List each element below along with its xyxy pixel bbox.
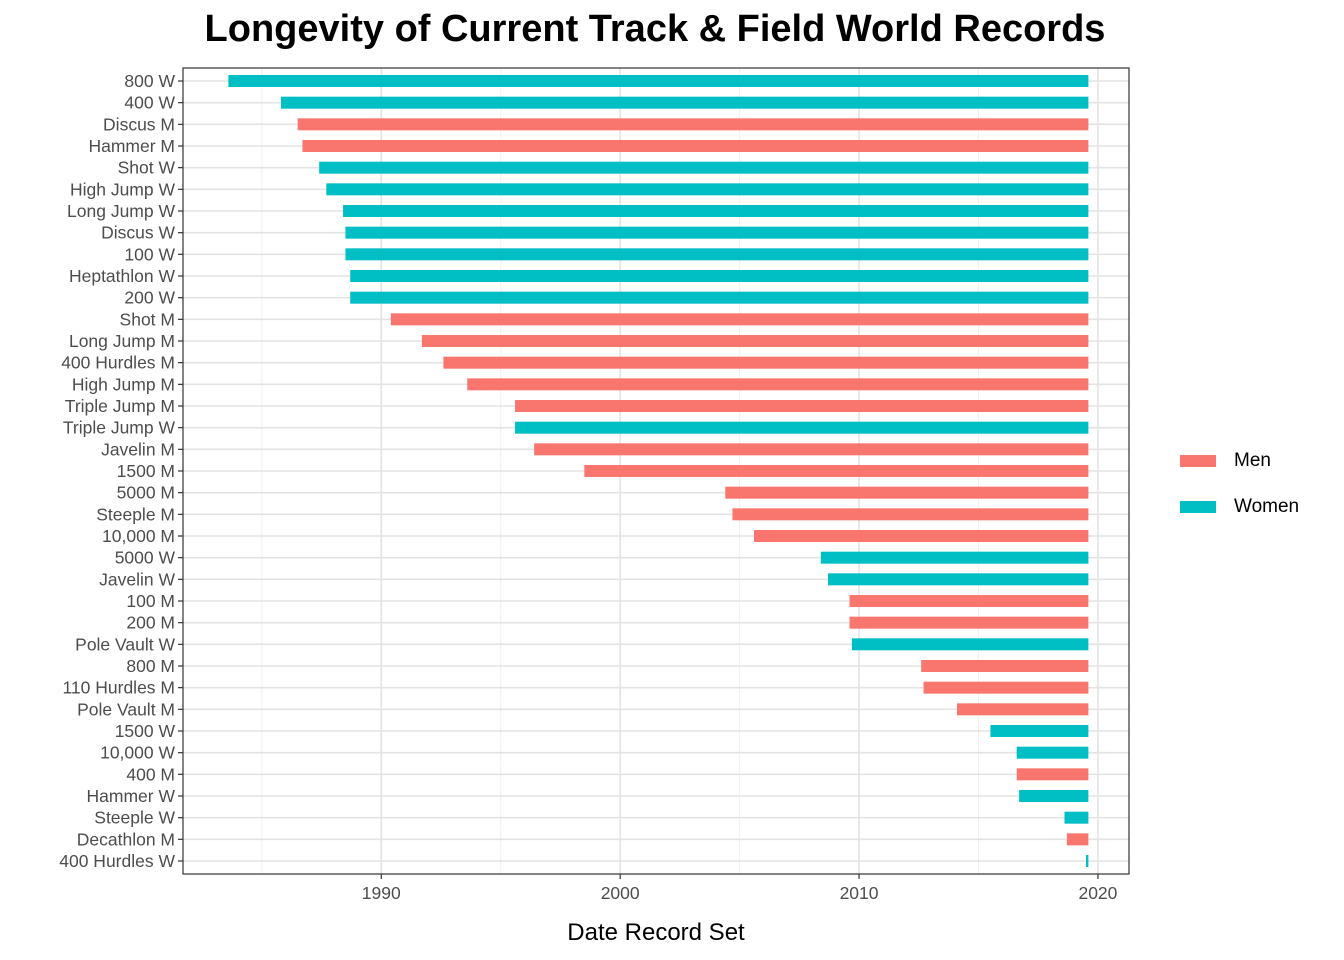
bar-decathlon-m — [1066, 833, 1089, 846]
bar-pole-vault-m — [957, 703, 1089, 716]
y-tick-label: Hammer W — [87, 786, 176, 806]
y-tick-label: 800 W — [124, 71, 175, 91]
bar-long-jump-w — [343, 205, 1089, 217]
bar-200-w — [350, 291, 1089, 304]
bar-steeple-m — [732, 508, 1089, 521]
y-tick-label: Shot M — [120, 309, 175, 329]
bar-110-hurdles-m — [923, 681, 1089, 694]
bar-high-jump-m — [467, 378, 1089, 391]
bar-400-hurdles-w — [1086, 855, 1089, 867]
x-axis-title: Date Record Set — [567, 919, 745, 946]
y-tick-label: 110 Hurdles M — [62, 678, 175, 698]
y-tick-label: 400 Hurdles W — [59, 851, 175, 871]
bar-discus-w — [345, 226, 1089, 239]
bar-hammer-m — [302, 140, 1089, 152]
legend: Men Women — [1180, 438, 1340, 530]
y-tick-label: Steeple W — [94, 808, 175, 828]
bar-200-m — [849, 616, 1089, 629]
y-tick-label: Javelin M — [101, 439, 175, 459]
bar-discus-m — [297, 118, 1089, 131]
y-tick-label: 100 W — [124, 244, 175, 264]
bar-hammer-w — [1019, 790, 1089, 802]
y-tick-label: Triple Jump W — [63, 418, 176, 438]
bar-shot-m — [390, 313, 1089, 326]
y-tick-label: 10,000 M — [102, 526, 175, 546]
bar-1500-m — [584, 465, 1089, 477]
y-tick-label: Long Jump M — [69, 331, 175, 351]
y-tick-label: Long Jump W — [67, 201, 175, 221]
y-tick-label: Hammer M — [88, 136, 175, 156]
y-tick-label: 1500 W — [115, 721, 176, 741]
bar-100-m — [849, 595, 1089, 607]
bar-800-m — [921, 660, 1089, 672]
y-tick-label: Discus M — [103, 114, 175, 134]
x-tick-label: 2010 — [840, 883, 879, 903]
x-tick-label: 2020 — [1078, 883, 1117, 903]
x-axis: 1990 2000 2010 2020 — [362, 874, 1118, 903]
y-tick-label: Triple Jump M — [65, 396, 175, 416]
legend-key-women — [1180, 501, 1216, 513]
legend-label-women: Women — [1234, 496, 1300, 517]
y-tick-label: 200 W — [124, 288, 175, 308]
bar-pole-vault-w — [851, 638, 1089, 651]
x-tick-label: 1990 — [362, 883, 401, 903]
bar-long-jump-m — [421, 335, 1089, 347]
bar-javelin-w — [828, 573, 1089, 586]
bar-high-jump-w — [326, 183, 1089, 196]
legend-label-men: Men — [1234, 450, 1271, 471]
y-tick-label: 400 M — [126, 764, 175, 784]
x-tick-label: 2000 — [601, 883, 640, 903]
y-tick-label: High Jump W — [70, 179, 176, 199]
bar-100-w — [345, 248, 1089, 261]
y-tick-label: Steeple M — [96, 504, 175, 524]
bar-shot-w — [319, 161, 1089, 174]
y-tick-label: Javelin W — [99, 569, 175, 589]
y-tick-label: 800 M — [126, 656, 175, 676]
bar-10-000-m — [753, 530, 1089, 542]
y-tick-label: 200 M — [126, 613, 175, 633]
bar-javelin-m — [534, 443, 1089, 456]
bar-5000-w — [820, 551, 1089, 564]
y-tick-label: Heptathlon W — [69, 266, 176, 286]
y-tick-label: Shot W — [118, 158, 176, 178]
y-tick-label: 400 W — [124, 93, 175, 113]
bar-triple-jump-m — [515, 400, 1089, 412]
legend-item-women: Women — [1180, 484, 1340, 530]
y-tick-label: 10,000 W — [100, 743, 175, 763]
bar-heptathlon-w — [350, 270, 1089, 282]
bars — [228, 75, 1089, 867]
y-tick-label: 400 Hurdles M — [61, 353, 175, 373]
legend-item-men: Men — [1180, 438, 1340, 484]
y-tick-label: Pole Vault M — [77, 699, 175, 719]
y-tick-label: Decathlon M — [77, 829, 175, 849]
bar-triple-jump-w — [515, 421, 1089, 434]
bar-10-000-w — [1016, 746, 1089, 759]
y-tick-label: 5000 W — [115, 548, 176, 568]
bar-400-w — [280, 96, 1089, 109]
legend-key-men — [1180, 455, 1216, 467]
y-tick-label: 5000 M — [117, 483, 175, 503]
y-tick-label: 100 M — [126, 591, 175, 611]
y-tick-label: Pole Vault W — [75, 634, 175, 654]
bar-400-m — [1016, 768, 1089, 781]
bar-800-w — [228, 75, 1089, 87]
bar-steeple-w — [1064, 811, 1089, 824]
bar-400-hurdles-m — [443, 356, 1089, 369]
y-tick-label: High Jump M — [72, 374, 175, 394]
y-tick-label: 1500 M — [117, 461, 175, 481]
chart-title: Longevity of Current Track & Field World… — [204, 8, 1106, 50]
bar-5000-m — [725, 486, 1089, 499]
y-tick-label: Discus W — [101, 223, 175, 243]
bar-1500-w — [990, 725, 1089, 737]
